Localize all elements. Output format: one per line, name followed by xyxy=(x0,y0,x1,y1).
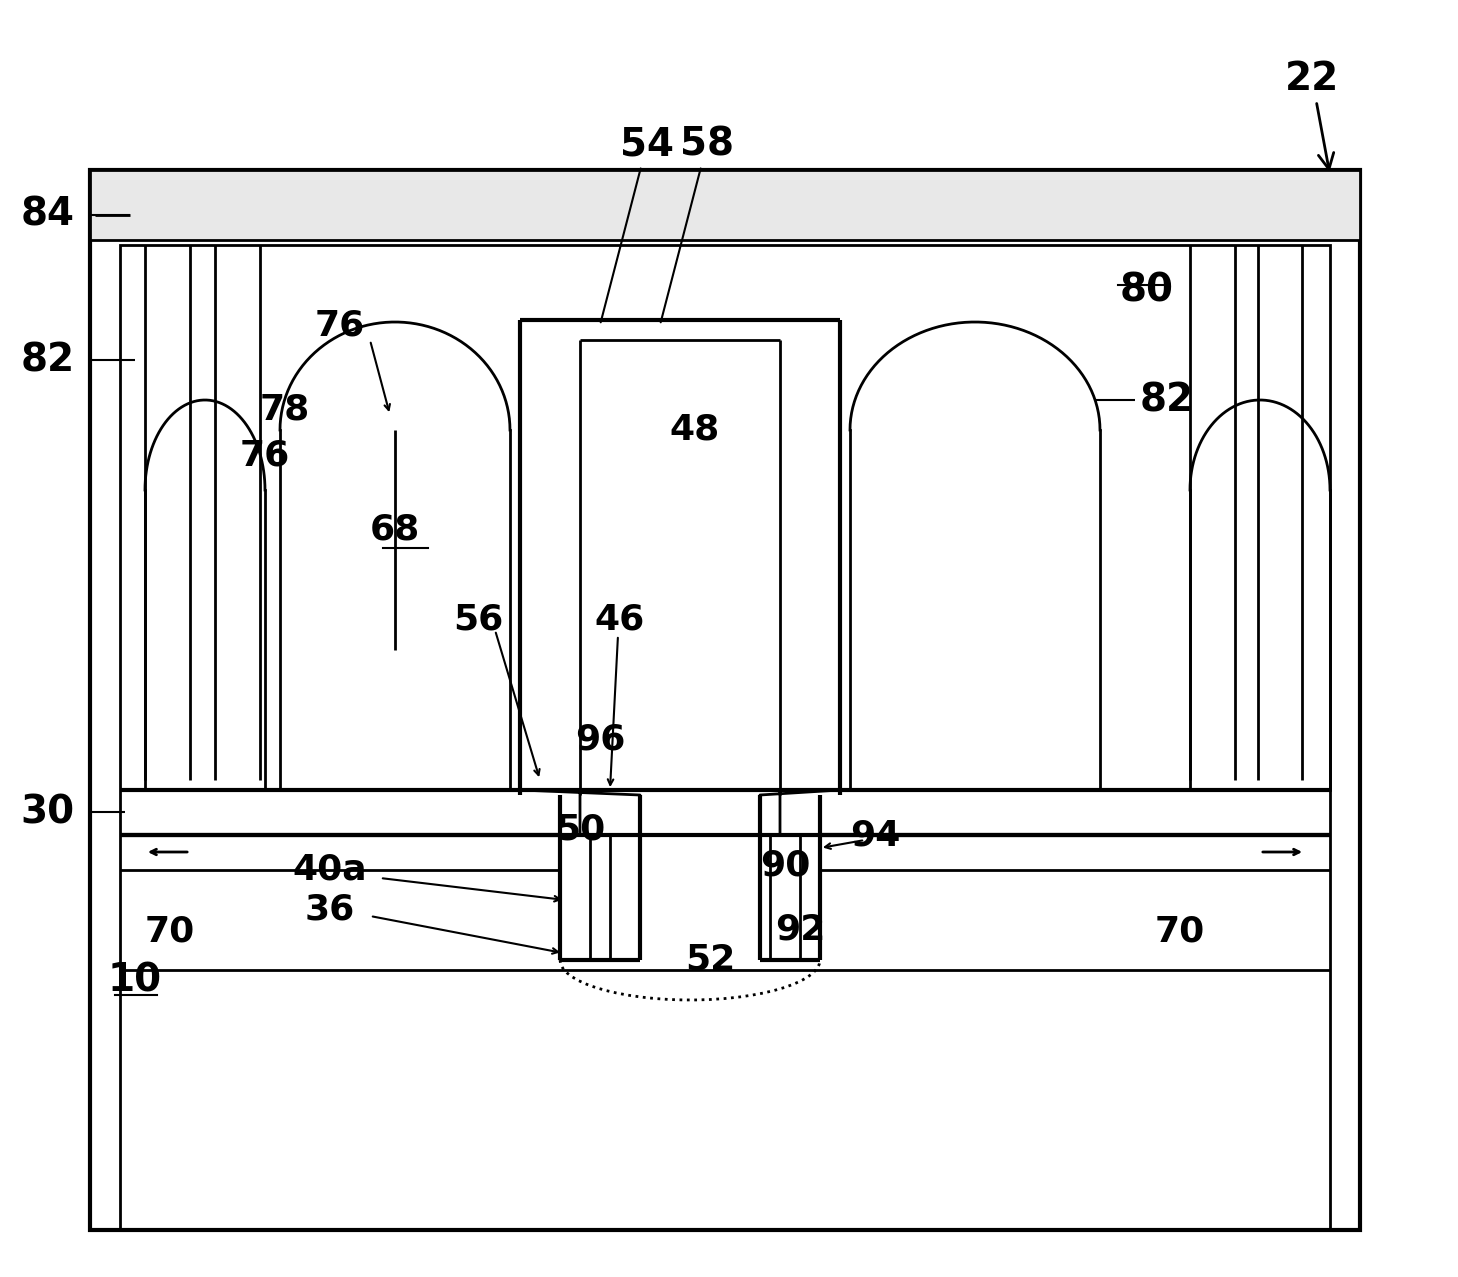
Text: 48: 48 xyxy=(669,412,720,447)
Text: 58: 58 xyxy=(660,125,733,322)
Text: 54: 54 xyxy=(601,125,674,322)
Text: 92: 92 xyxy=(774,913,825,948)
Text: 84: 84 xyxy=(20,195,74,234)
Text: 46: 46 xyxy=(595,603,644,637)
Text: 36: 36 xyxy=(305,893,356,927)
Text: 52: 52 xyxy=(685,942,735,977)
Text: 80: 80 xyxy=(1120,271,1174,309)
Text: 76: 76 xyxy=(241,438,290,472)
Text: 70: 70 xyxy=(144,916,195,949)
Text: 22: 22 xyxy=(1284,60,1340,170)
Text: 10: 10 xyxy=(108,962,162,999)
Bar xyxy=(90,170,1360,1230)
Text: 68: 68 xyxy=(370,513,420,547)
Text: 50: 50 xyxy=(555,813,605,847)
Bar xyxy=(120,245,1330,1230)
Text: 94: 94 xyxy=(850,819,900,852)
Text: 82: 82 xyxy=(20,341,74,379)
Text: 76: 76 xyxy=(315,308,364,342)
Text: 90: 90 xyxy=(760,848,811,882)
Text: 96: 96 xyxy=(574,723,625,757)
Bar xyxy=(90,170,1360,240)
Text: 30: 30 xyxy=(20,793,74,831)
Text: 78: 78 xyxy=(260,393,311,427)
Text: 70: 70 xyxy=(1155,916,1206,949)
Text: 82: 82 xyxy=(1140,381,1194,419)
Text: 56: 56 xyxy=(453,603,503,637)
Text: 40a: 40a xyxy=(293,853,367,888)
